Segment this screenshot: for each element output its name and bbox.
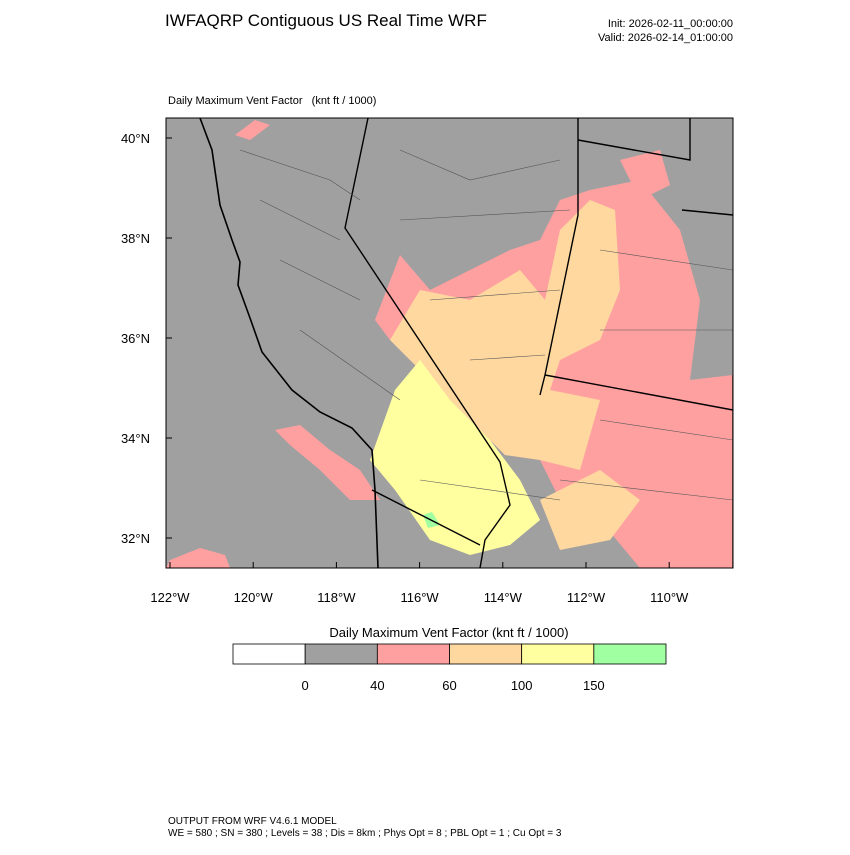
colorbar-label: 60 (442, 678, 456, 693)
lon-label: 118°W (317, 590, 356, 605)
lat-label: 32°N (121, 531, 150, 546)
map-axes: 40°N 38°N 36°N 34°N 32°N 122°W 120°W 118°W 116°W… (121, 131, 689, 605)
colorbar-label: 150 (583, 678, 605, 693)
colorbar-box (593, 643, 667, 665)
map (165, 117, 734, 569)
lon-label: 114°W (484, 590, 523, 605)
colorbar-label: 40 (370, 678, 384, 693)
lat-label: 34°N (121, 431, 150, 446)
lat-label: 38°N (121, 231, 150, 246)
lat-label: 36°N (121, 331, 150, 346)
lat-label: 40°N (121, 131, 150, 146)
colorbar-label: 0 (302, 678, 309, 693)
lon-label: 110°W (650, 590, 689, 605)
colorbar-title: Daily Maximum Vent Factor (knt ft / 1000… (329, 625, 568, 640)
colorbar-box (521, 643, 595, 665)
lon-label: 112°W (567, 590, 606, 605)
colorbar: 0 40 60 100 150 (232, 643, 667, 693)
footer-line: WE = 580 ; SN = 380 ; Levels = 38 ; Dis … (168, 828, 562, 839)
init-time: Init: 2026-02-11_00:00:00 (608, 18, 733, 30)
lon-label: 122°W (150, 590, 190, 605)
title: IWFAQRP Contiguous US Real Time WRF (165, 11, 487, 30)
valid-time: Valid: 2026-02-14_01:00:00 (598, 32, 733, 44)
colorbar-label: 100 (511, 678, 533, 693)
lon-label: 116°W (400, 590, 439, 605)
map-subtitle: Daily Maximum Vent Factor (knt ft / 1000… (168, 95, 376, 107)
colorbar-box (449, 643, 523, 665)
footer-line: OUTPUT FROM WRF V4.6.1 MODEL (168, 816, 337, 827)
colorbar-box (232, 643, 306, 665)
lon-label: 120°W (234, 590, 274, 605)
colorbar-box (304, 643, 378, 665)
colorbar-box (376, 643, 450, 665)
